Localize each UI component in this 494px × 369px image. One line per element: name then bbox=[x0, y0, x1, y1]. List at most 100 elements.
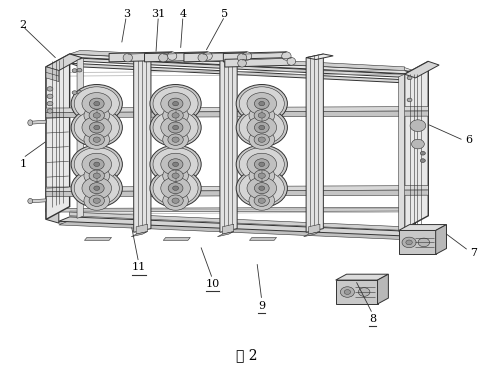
Text: 9: 9 bbox=[258, 301, 265, 311]
Circle shape bbox=[239, 87, 285, 120]
Circle shape bbox=[89, 110, 104, 121]
Circle shape bbox=[71, 85, 123, 123]
Circle shape bbox=[259, 125, 265, 130]
Circle shape bbox=[93, 198, 100, 203]
Circle shape bbox=[239, 171, 285, 205]
Circle shape bbox=[47, 101, 53, 106]
Circle shape bbox=[82, 177, 112, 199]
Polygon shape bbox=[46, 111, 428, 118]
Circle shape bbox=[172, 162, 178, 166]
Circle shape bbox=[163, 130, 188, 149]
Circle shape bbox=[247, 117, 277, 138]
Ellipse shape bbox=[287, 58, 295, 65]
Circle shape bbox=[258, 113, 265, 118]
Circle shape bbox=[82, 93, 112, 115]
Circle shape bbox=[150, 85, 201, 123]
Ellipse shape bbox=[203, 52, 212, 60]
Circle shape bbox=[150, 169, 201, 207]
Circle shape bbox=[94, 186, 100, 190]
Polygon shape bbox=[109, 52, 172, 62]
Circle shape bbox=[153, 148, 198, 181]
Circle shape bbox=[161, 117, 190, 138]
Polygon shape bbox=[30, 120, 46, 124]
Circle shape bbox=[77, 90, 82, 94]
Circle shape bbox=[93, 113, 100, 118]
Polygon shape bbox=[405, 74, 415, 232]
Circle shape bbox=[74, 87, 119, 120]
Circle shape bbox=[84, 191, 110, 210]
Text: 3: 3 bbox=[123, 8, 130, 18]
Ellipse shape bbox=[28, 199, 33, 204]
Circle shape bbox=[247, 177, 277, 199]
Circle shape bbox=[254, 170, 269, 182]
Polygon shape bbox=[335, 274, 388, 280]
Polygon shape bbox=[46, 207, 428, 212]
Circle shape bbox=[249, 191, 275, 210]
Circle shape bbox=[93, 137, 100, 142]
Polygon shape bbox=[220, 54, 247, 59]
Ellipse shape bbox=[159, 54, 168, 62]
Circle shape bbox=[168, 98, 183, 109]
Polygon shape bbox=[304, 232, 320, 237]
Polygon shape bbox=[335, 280, 377, 304]
Polygon shape bbox=[70, 212, 405, 231]
Circle shape bbox=[168, 110, 183, 121]
Circle shape bbox=[172, 198, 179, 203]
Circle shape bbox=[71, 169, 123, 207]
Circle shape bbox=[172, 125, 178, 130]
Circle shape bbox=[72, 91, 77, 94]
Circle shape bbox=[254, 134, 269, 145]
Polygon shape bbox=[46, 186, 428, 192]
Polygon shape bbox=[70, 54, 415, 74]
Circle shape bbox=[94, 162, 100, 166]
Circle shape bbox=[258, 137, 265, 142]
Circle shape bbox=[84, 166, 110, 185]
Circle shape bbox=[172, 113, 179, 118]
Circle shape bbox=[82, 153, 112, 175]
Circle shape bbox=[84, 106, 110, 125]
Ellipse shape bbox=[198, 54, 207, 62]
Circle shape bbox=[420, 159, 425, 162]
Circle shape bbox=[89, 134, 104, 145]
Polygon shape bbox=[70, 63, 415, 83]
Circle shape bbox=[153, 171, 198, 205]
Circle shape bbox=[407, 76, 412, 80]
Polygon shape bbox=[46, 67, 59, 223]
Circle shape bbox=[236, 169, 288, 207]
Circle shape bbox=[172, 137, 179, 142]
Circle shape bbox=[168, 195, 183, 206]
Polygon shape bbox=[306, 54, 333, 59]
Polygon shape bbox=[225, 58, 291, 67]
Polygon shape bbox=[136, 224, 148, 234]
Circle shape bbox=[89, 98, 104, 109]
Text: 2: 2 bbox=[19, 20, 26, 30]
Circle shape bbox=[239, 148, 285, 181]
Circle shape bbox=[407, 98, 412, 102]
Text: 4: 4 bbox=[179, 8, 187, 18]
Circle shape bbox=[249, 106, 275, 125]
Circle shape bbox=[168, 122, 183, 133]
Circle shape bbox=[72, 69, 77, 72]
Polygon shape bbox=[70, 58, 415, 78]
Polygon shape bbox=[81, 51, 415, 71]
Circle shape bbox=[254, 98, 269, 109]
Circle shape bbox=[168, 183, 183, 194]
Polygon shape bbox=[77, 58, 83, 218]
Circle shape bbox=[254, 110, 269, 121]
Circle shape bbox=[77, 68, 82, 72]
Circle shape bbox=[254, 122, 269, 133]
Ellipse shape bbox=[28, 120, 33, 126]
Ellipse shape bbox=[238, 59, 247, 67]
Polygon shape bbox=[59, 221, 415, 239]
Circle shape bbox=[410, 120, 426, 132]
Text: 1: 1 bbox=[19, 159, 26, 169]
Circle shape bbox=[402, 237, 416, 248]
Circle shape bbox=[236, 108, 288, 146]
Circle shape bbox=[161, 93, 190, 115]
Circle shape bbox=[94, 125, 100, 130]
Ellipse shape bbox=[238, 54, 247, 62]
Circle shape bbox=[420, 151, 425, 155]
Circle shape bbox=[47, 94, 53, 99]
Polygon shape bbox=[46, 54, 70, 220]
Polygon shape bbox=[306, 54, 324, 232]
